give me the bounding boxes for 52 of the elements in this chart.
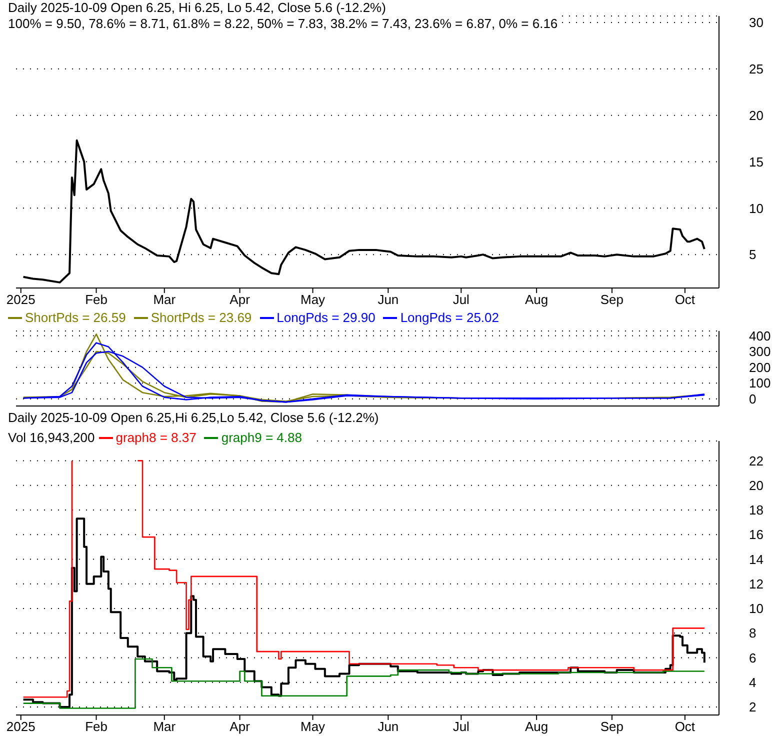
x-tick-label: Feb: [85, 719, 108, 734]
x-tick-label: Apr: [230, 719, 251, 734]
chart-title: Daily 2025-10-09 Open 6.25,Hi 6.25,Lo 5.42, Close 5.6 (-12.2%): [8, 410, 379, 426]
x-tick-label: Jun: [378, 719, 399, 734]
y-tick-label: 14: [749, 552, 764, 567]
y-tick-label: 18: [749, 502, 764, 518]
legend-label: graph8 = 8.37: [114, 430, 196, 445]
y-tick-label: 200: [749, 360, 771, 375]
x-tick-label: Aug: [524, 292, 548, 308]
y-tick-label: 0: [749, 392, 756, 407]
x-tick-label: May: [300, 292, 326, 308]
legend-label: LongPds = 29.90: [276, 310, 376, 325]
x-tick-label: Aug: [524, 719, 548, 734]
chart-title: Daily 2025-10-09 Open 6.25, Hi 6.25, Lo 5.42, Close 5.6 (-12.2%): [8, 0, 387, 16]
y-tick-label: 16: [749, 527, 764, 542]
y-tick-label: 8: [749, 626, 756, 641]
legend-label: LongPds = 25.02: [399, 310, 499, 325]
annotation: 100% = 9.50, 78.6% = 8.71, 61.8% = 8.22, 50% = 7.83, 38.2% = 7.43, 23.6% = 6.87, 0% = 6.16: [8, 16, 558, 32]
legend-label: ShortPds = 26.59: [24, 310, 126, 325]
y-tick-label: 25: [749, 62, 764, 77]
y-tick-label: 30: [749, 15, 764, 30]
x-tick-label: Oct: [674, 719, 696, 734]
y-tick-label: 100: [749, 376, 771, 391]
y-tick-label: 20: [749, 108, 764, 123]
annotation: Vol 16,943,200: [8, 430, 95, 445]
x-tick-label: Oct: [674, 292, 696, 308]
x-tick-label: Sep: [600, 292, 624, 308]
x-tick-label: Mar: [153, 292, 176, 308]
x-tick-label: 2025: [6, 292, 36, 308]
y-tick-label: 300: [749, 344, 771, 360]
y-tick-label: 22: [749, 453, 764, 468]
x-tick-label: Jun: [378, 292, 399, 308]
x-tick-label: Feb: [85, 292, 108, 308]
x-tick-label: Jul: [452, 719, 470, 734]
y-tick-label: 6: [749, 650, 756, 666]
x-tick-label: Mar: [153, 719, 176, 734]
y-tick-label: 5: [749, 247, 756, 262]
y-tick-label: 12: [749, 576, 764, 592]
y-tick-label: 4: [749, 674, 756, 690]
y-tick-label: 2: [749, 700, 756, 715]
x-tick-label: Apr: [230, 292, 251, 308]
y-tick-label: 10: [749, 200, 764, 216]
x-tick-label: 2025: [6, 719, 36, 734]
y-tick-label: 20: [749, 478, 764, 493]
x-tick-label: May: [300, 719, 326, 734]
x-tick-label: Sep: [600, 719, 624, 734]
y-tick-label: 10: [749, 601, 764, 616]
legend-label: ShortPds = 23.69: [150, 310, 252, 325]
legend-label: graph9 = 4.88: [220, 430, 302, 445]
y-tick-label: 400: [749, 328, 771, 344]
x-tick-label: Jul: [452, 292, 470, 308]
y-tick-label: 15: [749, 154, 764, 170]
